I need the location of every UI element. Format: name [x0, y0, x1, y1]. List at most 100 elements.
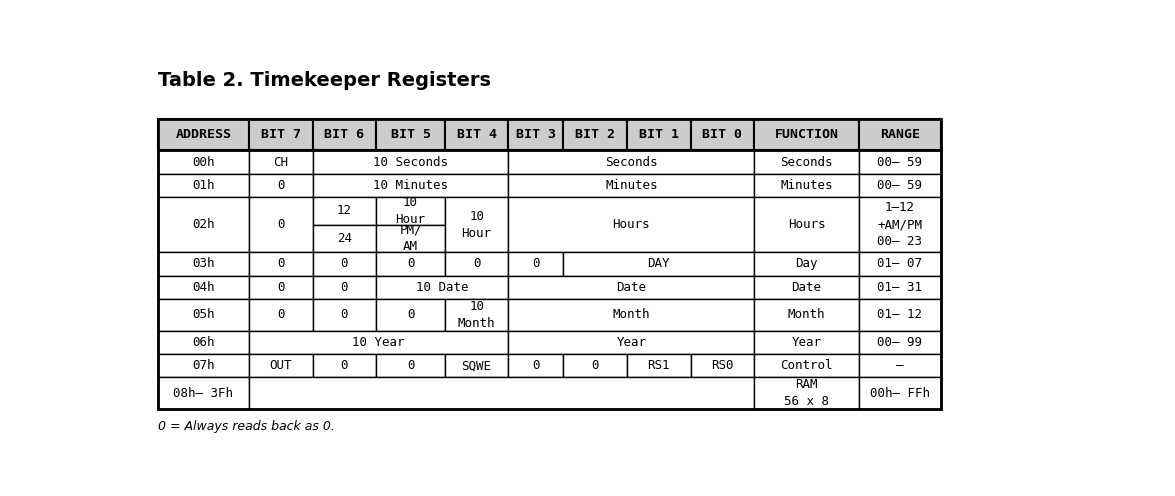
Bar: [859, 119, 941, 150]
Bar: [754, 330, 859, 354]
Text: Day: Day: [795, 257, 818, 270]
Text: Month: Month: [612, 308, 650, 321]
Text: 0: 0: [341, 359, 348, 372]
Text: FUNCTION: FUNCTION: [774, 128, 839, 141]
Bar: [376, 225, 444, 252]
Bar: [754, 276, 859, 299]
Text: 10 Year: 10 Year: [352, 336, 405, 349]
Text: 10 Date: 10 Date: [416, 281, 469, 294]
Bar: [859, 276, 941, 299]
Bar: [376, 119, 444, 150]
Bar: [157, 354, 249, 377]
Text: 00– 59: 00– 59: [878, 179, 922, 192]
Text: Seconds: Seconds: [605, 156, 658, 169]
Bar: [754, 150, 859, 174]
Bar: [249, 119, 313, 150]
Text: 12: 12: [337, 204, 352, 217]
Bar: [157, 119, 249, 150]
Bar: [859, 299, 941, 330]
Text: 0: 0: [591, 359, 598, 372]
Text: 03h: 03h: [192, 257, 215, 270]
Bar: [376, 354, 444, 377]
Text: 0: 0: [341, 281, 348, 294]
Text: 1–12
+AM/PM
00– 23: 1–12 +AM/PM 00– 23: [878, 201, 922, 248]
Text: Hours: Hours: [788, 218, 825, 231]
Bar: [859, 330, 941, 354]
Text: 01h: 01h: [192, 179, 215, 192]
Text: —: —: [897, 359, 904, 372]
Bar: [157, 299, 249, 330]
Text: 00– 59: 00– 59: [878, 156, 922, 169]
Bar: [509, 252, 563, 276]
Bar: [313, 119, 376, 150]
Text: 01– 07: 01– 07: [878, 257, 922, 270]
Text: 0: 0: [532, 257, 539, 270]
Bar: [249, 354, 313, 377]
Bar: [754, 252, 859, 276]
Bar: [444, 197, 509, 252]
Bar: [509, 276, 754, 299]
Text: 0: 0: [341, 257, 348, 270]
Text: 0: 0: [277, 281, 284, 294]
Text: 0: 0: [407, 359, 415, 372]
Text: 01– 12: 01– 12: [878, 308, 922, 321]
Text: RAM
56 x 8: RAM 56 x 8: [784, 378, 830, 408]
Text: 24: 24: [337, 232, 352, 245]
Bar: [509, 197, 754, 252]
Bar: [691, 119, 754, 150]
Text: 10
Hour: 10 Hour: [462, 210, 491, 240]
Text: 00h: 00h: [192, 156, 215, 169]
Bar: [157, 119, 941, 409]
Bar: [313, 197, 376, 225]
Text: 10 Seconds: 10 Seconds: [372, 156, 448, 169]
Text: Minutes: Minutes: [780, 179, 833, 192]
Bar: [754, 354, 859, 377]
Text: 0: 0: [341, 308, 348, 321]
Bar: [626, 354, 691, 377]
Bar: [509, 150, 754, 174]
Bar: [444, 252, 509, 276]
Bar: [313, 225, 376, 252]
Bar: [509, 299, 754, 330]
Text: 10
Hour: 10 Hour: [396, 196, 425, 226]
Bar: [157, 174, 249, 197]
Text: CH: CH: [274, 156, 288, 169]
Bar: [249, 252, 313, 276]
Bar: [859, 354, 941, 377]
Bar: [313, 299, 376, 330]
Bar: [249, 197, 313, 252]
Bar: [313, 276, 376, 299]
Text: 0 = Always reads back as 0.: 0 = Always reads back as 0.: [157, 421, 335, 434]
Bar: [563, 252, 754, 276]
Text: 04h: 04h: [192, 281, 215, 294]
Bar: [313, 150, 509, 174]
Bar: [754, 299, 859, 330]
Bar: [249, 150, 313, 174]
Text: 0: 0: [472, 257, 481, 270]
Text: ADDRESS: ADDRESS: [175, 128, 231, 141]
Text: 10
Month: 10 Month: [458, 300, 496, 330]
Text: BIT 5: BIT 5: [390, 128, 430, 141]
Bar: [157, 150, 249, 174]
Text: 01– 31: 01– 31: [878, 281, 922, 294]
Bar: [859, 252, 941, 276]
Bar: [563, 119, 626, 150]
Text: PM/
AM: PM/ AM: [400, 223, 422, 253]
Text: OUT: OUT: [269, 359, 291, 372]
Text: BIT 7: BIT 7: [261, 128, 301, 141]
Text: Minutes: Minutes: [605, 179, 658, 192]
Bar: [157, 377, 249, 409]
Text: BIT 1: BIT 1: [639, 128, 679, 141]
Text: Seconds: Seconds: [780, 156, 833, 169]
Bar: [754, 377, 859, 409]
Bar: [859, 197, 941, 252]
Bar: [249, 299, 313, 330]
Bar: [444, 354, 509, 377]
Text: 06h: 06h: [192, 336, 215, 349]
Bar: [157, 197, 249, 252]
Text: Table 2. Timekeeper Registers: Table 2. Timekeeper Registers: [157, 71, 491, 90]
Bar: [509, 330, 754, 354]
Bar: [249, 276, 313, 299]
Bar: [157, 252, 249, 276]
Text: Year: Year: [617, 336, 646, 349]
